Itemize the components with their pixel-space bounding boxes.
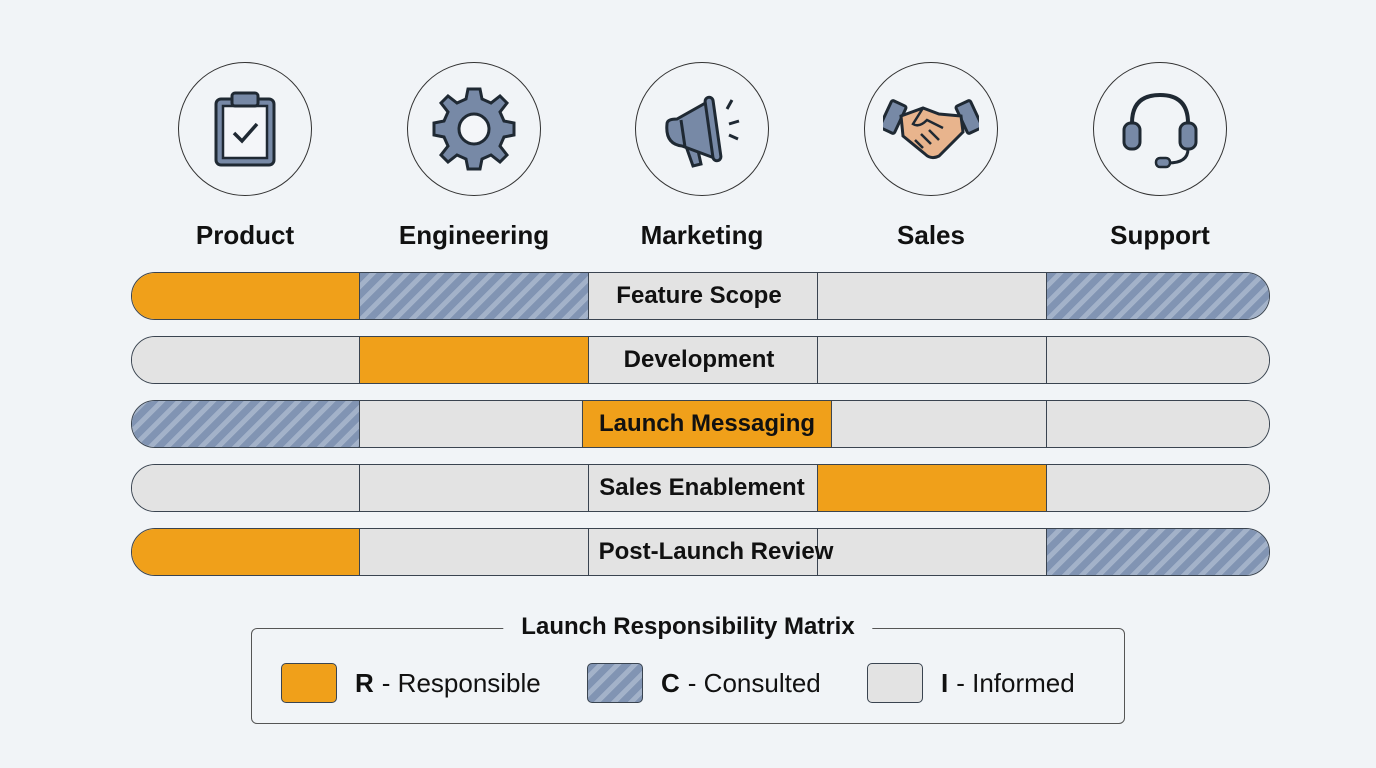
- role-cell-sales-I: [818, 529, 1047, 575]
- legend-text: - Informed: [956, 667, 1075, 698]
- icon-circle: [407, 62, 541, 196]
- legend-item-informed: I - Informed: [867, 663, 1075, 703]
- legend-text: - Consulted: [687, 667, 821, 698]
- role-cell-product-R: [132, 529, 360, 575]
- team-label: Marketing: [640, 220, 764, 250]
- legend-key: I: [941, 667, 949, 698]
- legend-key: R: [355, 667, 374, 698]
- task-row: Development: [131, 336, 1270, 384]
- consulted-swatch: [587, 663, 643, 703]
- role-cell-product-I: [132, 337, 360, 383]
- role-cell-support-I: [1047, 401, 1269, 447]
- clipboard-check-icon: [214, 91, 276, 167]
- role-cell-marketing-I: [589, 465, 818, 511]
- role-cell-support-C: [1047, 273, 1269, 319]
- team-label: Product: [195, 220, 295, 250]
- icon-circle: [635, 62, 769, 196]
- task-label: Feature Scope: [616, 282, 782, 309]
- task-label: Development: [623, 346, 775, 373]
- legend-text: - Responsible: [381, 667, 541, 698]
- legend-key: C: [661, 667, 680, 698]
- role-cell-sales-R: [818, 465, 1047, 511]
- icon-circle: [864, 62, 998, 196]
- legend-item-consulted: C - Consulted: [587, 663, 821, 703]
- role-cell-marketing-I: [589, 273, 818, 319]
- role-cell-engineering-C: [360, 273, 589, 319]
- legend: Launch Responsibility Matrix R - Respons…: [251, 613, 1125, 724]
- task-label: Launch Messaging: [581, 401, 833, 447]
- team-label: Sales: [897, 220, 965, 250]
- role-cell-engineering-I: [360, 465, 589, 511]
- informed-swatch: [867, 663, 923, 703]
- team-label: Engineering: [398, 220, 550, 250]
- role-cell-engineering-R: [360, 337, 589, 383]
- role-cell-engineering-I: [360, 529, 589, 575]
- task-row: Launch Messaging: [131, 400, 1270, 448]
- team-product: Product: [145, 62, 345, 251]
- gear-icon: [432, 87, 516, 171]
- task-label: Sales Enablement: [599, 474, 805, 501]
- team-marketing: Marketing: [602, 62, 802, 251]
- role-cell-support-I: [1047, 337, 1269, 383]
- role-cell-support-I: [1047, 465, 1269, 511]
- task-row: Feature Scope: [131, 272, 1270, 320]
- role-cell-product-I: [132, 465, 360, 511]
- icon-circle: [1093, 62, 1227, 196]
- handshake-icon: [883, 99, 979, 160]
- role-cell-product-C: [132, 401, 360, 447]
- team-label: Support: [1110, 220, 1210, 250]
- team-support: Support: [1060, 62, 1260, 251]
- role-cell-marketing-I: [589, 337, 818, 383]
- role-cell-sales-I: [818, 337, 1047, 383]
- headset-icon: [1122, 92, 1198, 169]
- legend-item-responsible: R - Responsible: [281, 663, 541, 703]
- role-cell-marketing-I: [589, 529, 818, 575]
- task-row: Post-Launch Review: [131, 528, 1270, 576]
- responsible-swatch: [281, 663, 337, 703]
- team-sales: Sales: [831, 62, 1031, 251]
- role-cell-support-C: [1047, 529, 1269, 575]
- icon-circle: [178, 62, 312, 196]
- legend-title: Launch Responsibility Matrix: [503, 613, 873, 641]
- team-engineering: Engineering: [374, 62, 574, 251]
- megaphone-icon: [665, 95, 740, 168]
- task-label: Post-Launch Review: [598, 538, 834, 565]
- task-row: Sales Enablement: [131, 464, 1270, 512]
- role-cell-engineering-I: [360, 401, 589, 447]
- role-cell-sales-I: [818, 401, 1047, 447]
- role-cell-product-R: [132, 273, 360, 319]
- role-cell-sales-I: [818, 273, 1047, 319]
